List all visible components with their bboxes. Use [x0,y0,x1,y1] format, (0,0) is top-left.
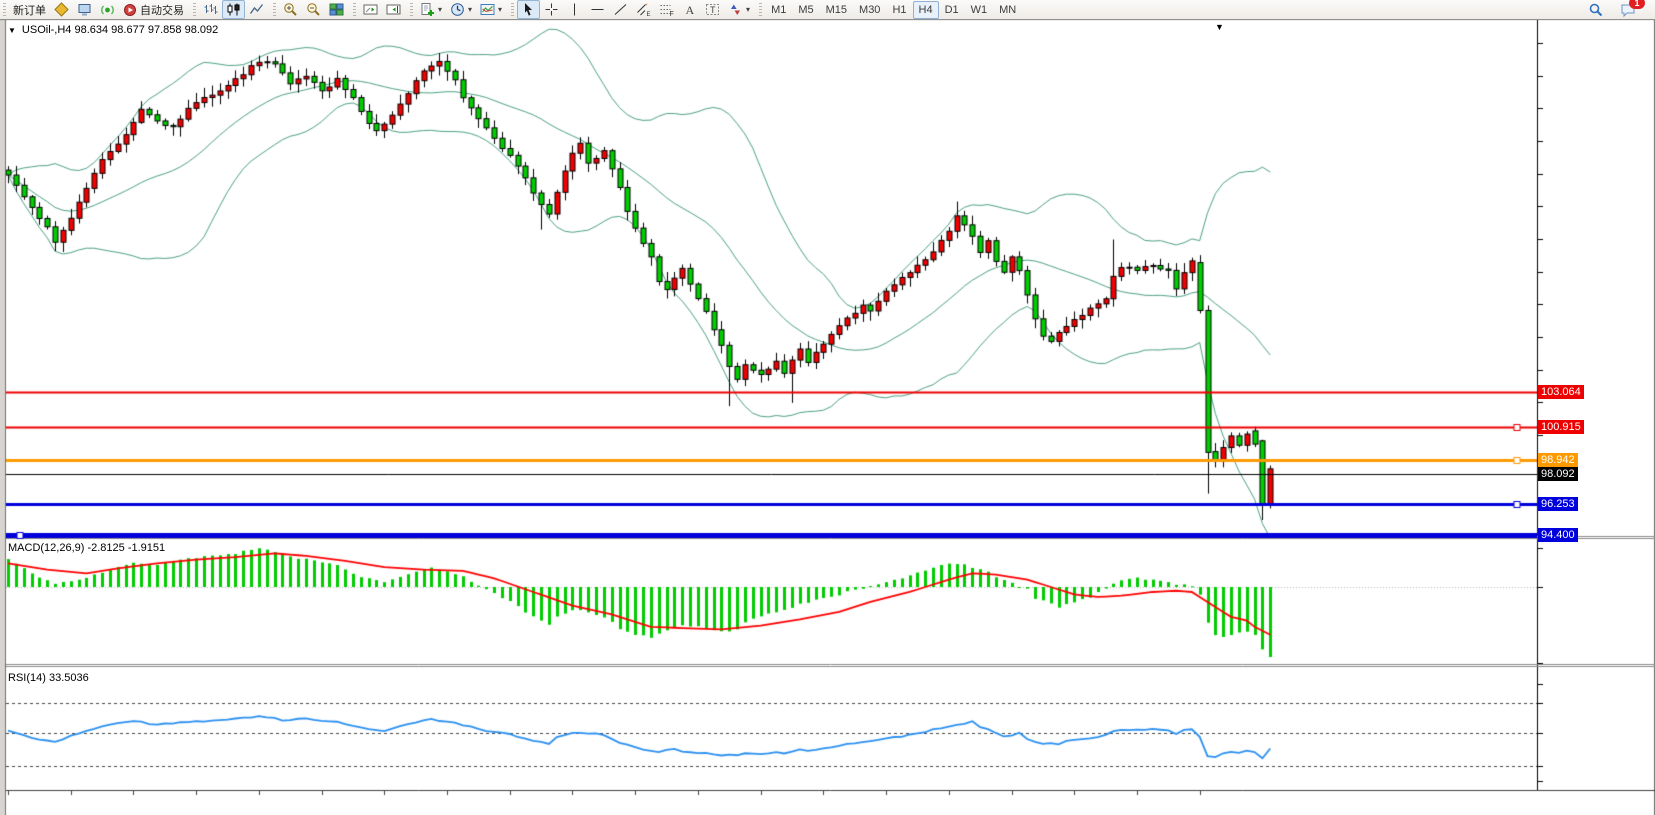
svg-text:T: T [710,5,716,15]
timeframe-w1-button[interactable]: W1 [970,3,988,16]
toolbar-grip[interactable] [193,3,196,16]
svg-text:F: F [670,11,674,17]
chevron-down-icon: ▾ [498,5,503,14]
collapse-arrow-icon[interactable]: ▼ [8,25,16,35]
timeframe-h1-button[interactable]: H1 [892,3,907,16]
level-price-tag: 103.064 [1538,384,1584,399]
cursor-tool-button[interactable] [517,0,541,19]
horizontal-line-icon [591,9,604,10]
timeframe-d1-button[interactable]: D1 [944,3,959,16]
macd-indicator-label: MACD(12,26,9) -2.8125 -1.9151 [8,542,166,554]
add-indicator-icon [421,3,434,16]
terminal-icon [78,4,91,16]
trendline-icon [614,4,627,15]
timeframe-mn-button[interactable]: MN [999,3,1017,16]
svg-text:A: A [686,3,695,17]
zoom-out-icon [307,3,320,16]
timeframe-h4-button[interactable]: H4 [912,0,939,19]
template-icon [480,4,495,15]
zoom-in-icon [284,3,297,16]
toolbar-grip[interactable] [273,3,276,16]
text-tool-button[interactable]: A [678,0,701,19]
metaeditor-button[interactable] [50,0,73,19]
chart-shift-marker[interactable]: ▼ [1215,22,1224,32]
candlestick-chart-button[interactable] [222,0,245,19]
fibonacci-icon: F [660,5,674,17]
timeframe-m1-button[interactable]: M1 [771,3,787,16]
signals-button[interactable] [96,0,119,19]
fibonacci-tool-button[interactable]: F [655,0,678,19]
new-order-label: 新订单 [13,4,46,17]
tile-windows-button[interactable] [325,0,348,19]
autotrading-label: 自动交易 [140,4,184,17]
toolbar-grip[interactable] [759,3,763,16]
chart-shift-button[interactable] [382,0,405,19]
search-symbols-button[interactable] [1584,0,1608,19]
horizontal-line-tool-button[interactable] [586,0,609,19]
crosshair-icon [545,3,558,16]
chevron-down-icon: ▾ [746,5,751,14]
trendline-tool-button[interactable] [609,0,632,19]
candlestick-chart-icon [227,3,240,16]
chart-title: USOil-,H4 98.634 98.677 97.858 98.092 [21,24,219,36]
line-chart-icon [249,4,264,14]
timeframe-m5-button[interactable]: M5 [798,3,814,16]
text-label-icon: T [706,4,720,15]
equidistant-channel-tool-button[interactable]: E [632,0,655,19]
auto-scroll-icon [363,4,378,15]
periods-button[interactable]: ▾ [446,0,476,19]
vertical-line-tool-button[interactable] [563,0,586,19]
zoom-out-button[interactable] [302,0,325,19]
timeframe-m15-button[interactable]: M15 [825,3,848,16]
autotrading-icon [124,4,136,16]
text-icon: A [686,3,695,17]
toolbar-grip[interactable] [511,3,515,16]
chart-shift-icon [386,4,401,15]
chevron-down-icon: ▾ [438,5,443,14]
timeframe-m30-button[interactable]: M30 [859,3,881,16]
signals-icon [101,5,114,15]
cursor-icon [525,3,533,16]
crosshair-tool-button[interactable] [540,0,563,19]
current-price-tag: 98.092 [1538,466,1578,481]
rsi-indicator-label: RSI(14) 33.5036 [8,672,89,684]
toolbar-grip[interactable] [3,3,6,16]
templates-button[interactable]: ▾ [476,0,506,19]
equidistant-channel-icon: E [637,3,651,17]
level-price-tag: 96.253 [1538,497,1578,512]
toolbar-grip[interactable] [353,3,356,16]
timeframe-group: M1 M5 M15 M30 H1 H4 D1 W1 MN [756,0,1024,19]
search-icon [1589,3,1603,16]
add-indicator-button[interactable]: ▾ [416,0,446,19]
terminal-button[interactable] [73,0,96,19]
svg-text:E: E [647,12,651,17]
vertical-line-icon [574,3,576,16]
notifications-button[interactable]: 1 [1616,0,1645,19]
tile-windows-icon [329,3,344,16]
level-price-tag: 98.942 [1538,452,1578,467]
main-toolbar: 新订单 自动交易 [0,0,1655,20]
notification-badge: 1 [1629,0,1645,9]
bar-chart-icon [204,4,218,14]
line-chart-button[interactable] [245,0,268,19]
metaeditor-icon [54,2,69,17]
text-label-tool-button[interactable]: T [701,0,724,19]
chart-title-row: ▼ USOil-,H4 98.634 98.677 97.858 98.092 [8,24,218,36]
clock-icon [451,3,464,16]
autotrading-button[interactable]: 自动交易 [119,0,188,19]
level-price-tag: 94.400 [1538,527,1578,542]
arrows-tool-button[interactable]: ▾ [724,0,754,19]
bar-chart-button[interactable] [199,0,222,19]
zoom-in-button[interactable] [279,0,302,19]
toolbar-grip[interactable] [410,3,413,16]
level-price-tag: 100.915 [1538,420,1584,435]
new-order-button[interactable]: 新订单 [9,0,50,19]
arrows-icon [731,4,741,15]
auto-scroll-button[interactable] [359,0,382,19]
chevron-down-icon: ▾ [468,5,473,14]
